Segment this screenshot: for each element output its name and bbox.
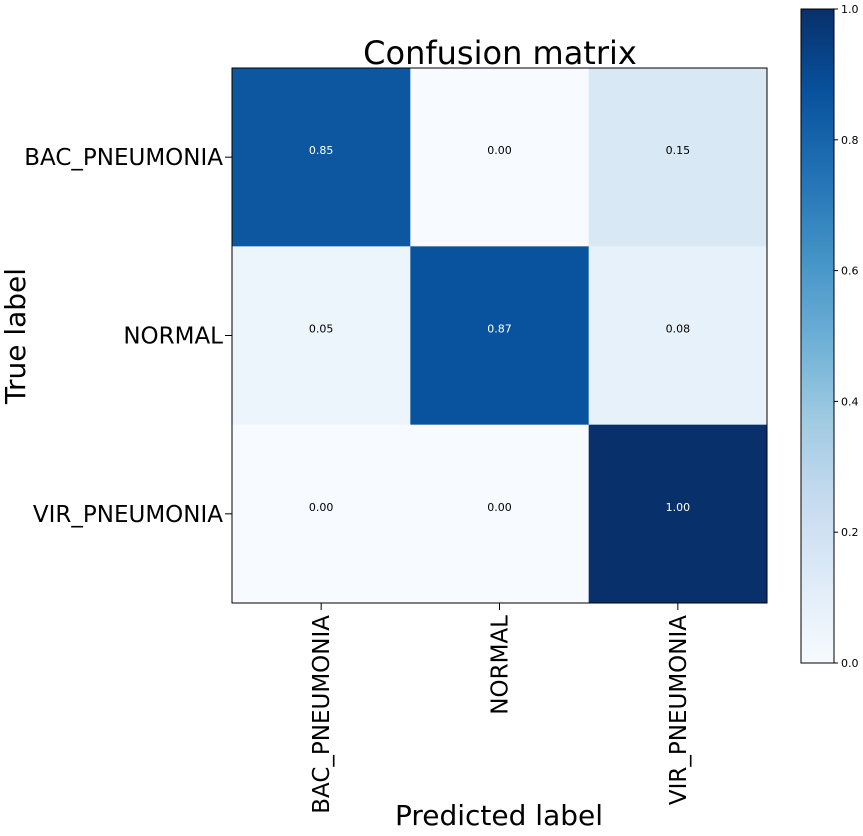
heatmap-cell [410,68,590,247]
y-tick-label: NORMAL [123,324,223,350]
x-axis-title: Predicted label [395,799,603,832]
cell-value-label: 0.05 [309,323,334,336]
heatmap-cell [232,246,411,426]
cell-value-label: 1.00 [666,501,691,514]
heatmap-cell [232,424,411,604]
heatmap-cell [588,424,768,604]
heatmap-cell [410,424,590,604]
cell-value-label: 0.87 [487,323,512,336]
colorbar-tick-label: 1.0 [841,3,859,16]
colorbar-tick-label: 0.0 [841,657,859,670]
heatmap-cell [588,246,768,426]
colorbar-tick-label: 0.8 [841,134,859,147]
cell-value-label: 0.00 [487,144,512,157]
heatmap-cell [232,68,411,247]
colorbar-ticks: 0.0 0.2 0.4 0.6 0.8 1.0 [834,3,859,670]
colorbar-tick-label: 0.4 [841,395,859,408]
x-tick-label: VIR_PNEUMONIA [666,615,692,805]
cell-value-label: 0.00 [487,501,512,514]
heatmap-cell [588,68,768,247]
cell-value-label: 0.85 [309,144,334,157]
y-axis-ticks: BAC_PNEUMONIA NORMAL VIR_PNEUMONIA [24,145,232,528]
cell-value-label: 0.00 [309,501,334,514]
colorbar-tick-label: 0.6 [841,265,859,278]
x-tick-label: BAC_PNEUMONIA [309,615,335,814]
x-tick-label: NORMAL [488,615,514,715]
y-tick-label: VIR_PNEUMONIA [33,502,223,528]
colorbar [800,8,835,664]
y-axis-title: True label [0,268,32,405]
heatmap-cell [410,246,590,426]
cell-value-label: 0.08 [666,323,691,336]
heatmap-cell-labels: 0.85 0.00 0.15 0.05 0.87 0.08 0.00 0.00 1.00 [309,144,690,514]
colorbar-tick-label: 0.2 [841,526,859,539]
heatmap-cells [232,68,768,604]
x-axis-ticks: BAC_PNEUMONIA NORMAL VIR_PNEUMONIA [309,603,692,814]
chart-title: Confusion matrix [363,34,637,72]
y-tick-label: BAC_PNEUMONIA [24,145,223,171]
cell-value-label: 0.15 [666,144,691,157]
